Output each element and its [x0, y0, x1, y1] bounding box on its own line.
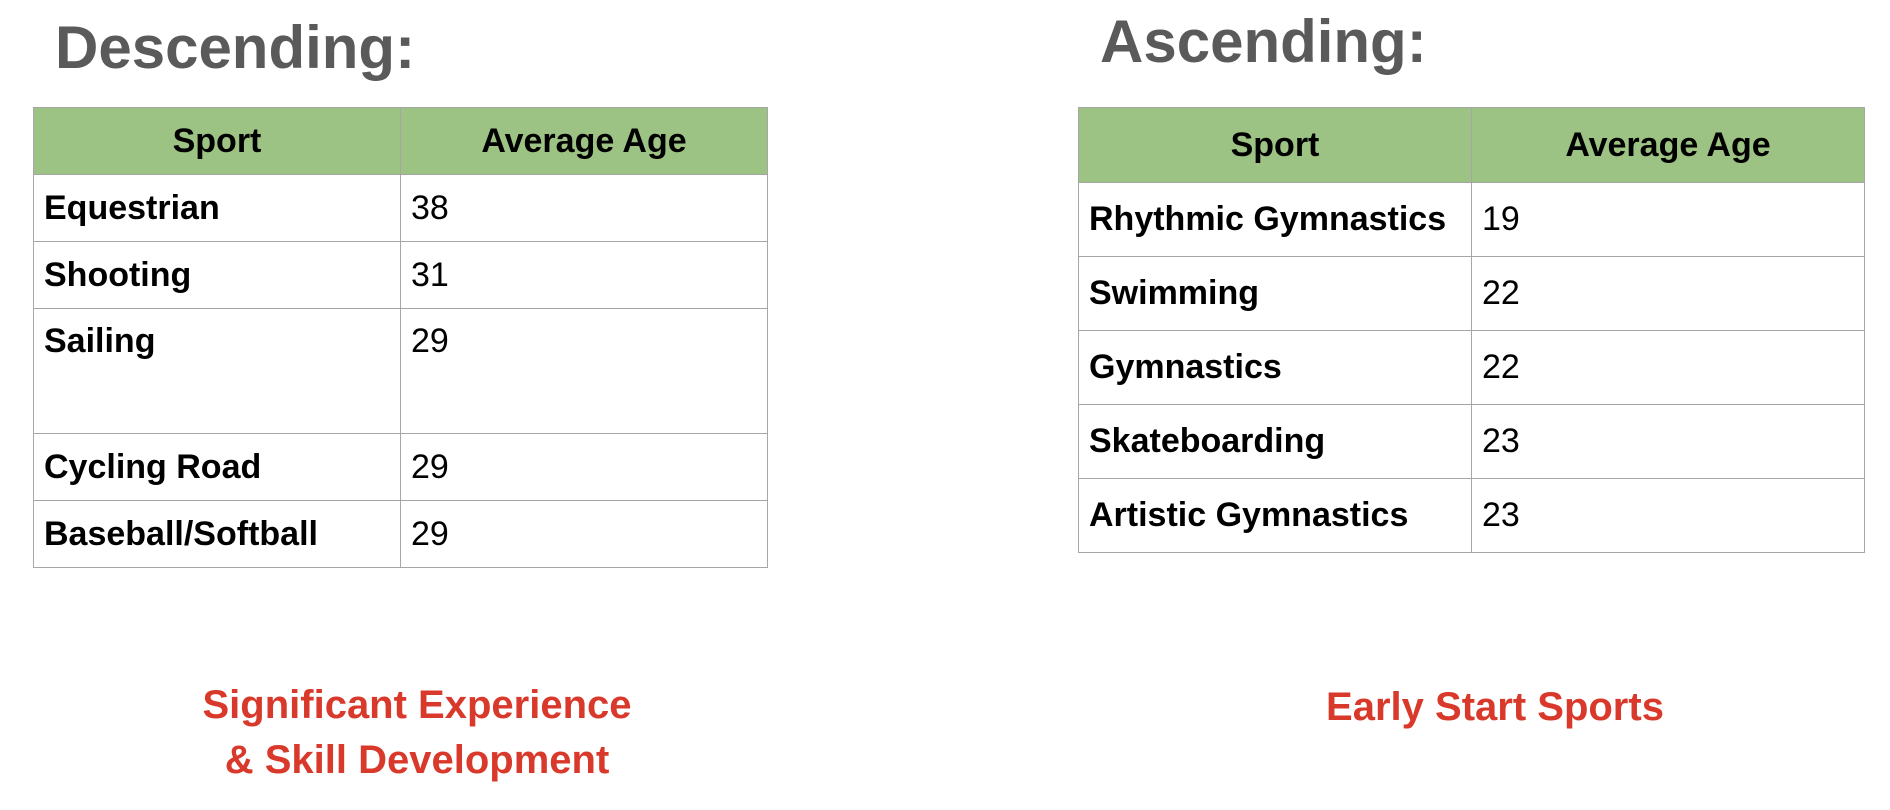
table-row: Baseball/Softball 29: [33, 500, 768, 568]
descending-heading: Descending:: [55, 14, 416, 81]
table-row: Sailing 29: [33, 308, 768, 434]
ascending-heading: Ascending:: [1100, 8, 1427, 75]
average-age-cell: 29: [400, 308, 768, 434]
average-age-cell: 22: [1471, 330, 1865, 405]
column-header-sport: Sport: [33, 107, 401, 175]
table-row: Artistic Gymnastics 23: [1078, 478, 1865, 553]
descending-caption: Significant Experience & Skill Developme…: [167, 678, 667, 788]
sport-cell: Sailing: [33, 308, 401, 434]
table-header-row: Sport Average Age: [33, 107, 768, 175]
column-header-average-age: Average Age: [400, 107, 768, 175]
descending-caption-line-2: & Skill Development: [224, 738, 610, 782]
average-age-cell: 23: [1471, 478, 1865, 553]
table-row: Swimming 22: [1078, 256, 1865, 331]
sport-cell: Skateboarding: [1078, 404, 1472, 479]
table-row: Gymnastics 22: [1078, 330, 1865, 405]
average-age-cell: 19: [1471, 182, 1865, 257]
table-row: Skateboarding 23: [1078, 404, 1865, 479]
table-header-row: Sport Average Age: [1078, 107, 1865, 183]
average-age-cell: 29: [400, 433, 768, 501]
average-age-cell: 29: [400, 500, 768, 568]
column-header-average-age: Average Age: [1471, 107, 1865, 183]
average-age-cell: 38: [400, 174, 768, 242]
table-row: Shooting 31: [33, 241, 768, 309]
ascending-table: Sport Average Age Rhythmic Gymnastics 19…: [1078, 107, 1865, 553]
average-age-cell: 22: [1471, 256, 1865, 331]
column-header-sport: Sport: [1078, 107, 1472, 183]
sport-cell: Baseball/Softball: [33, 500, 401, 568]
descending-table: Sport Average Age Equestrian 38 Shooting…: [33, 107, 768, 568]
average-age-cell: 23: [1471, 404, 1865, 479]
sport-cell: Equestrian: [33, 174, 401, 242]
table-row: Rhythmic Gymnastics 19: [1078, 182, 1865, 257]
ascending-caption: Early Start Sports: [1326, 685, 1664, 729]
sport-cell: Gymnastics: [1078, 330, 1472, 405]
sport-cell: Cycling Road: [33, 433, 401, 501]
table-row: Cycling Road 29: [33, 433, 768, 501]
table-row: Equestrian 38: [33, 174, 768, 242]
descending-caption-line-1: Significant Experience: [202, 683, 632, 727]
sport-cell: Rhythmic Gymnastics: [1078, 182, 1472, 257]
sport-cell: Shooting: [33, 241, 401, 309]
sport-cell: Swimming: [1078, 256, 1472, 331]
sport-cell: Artistic Gymnastics: [1078, 478, 1472, 553]
average-age-cell: 31: [400, 241, 768, 309]
